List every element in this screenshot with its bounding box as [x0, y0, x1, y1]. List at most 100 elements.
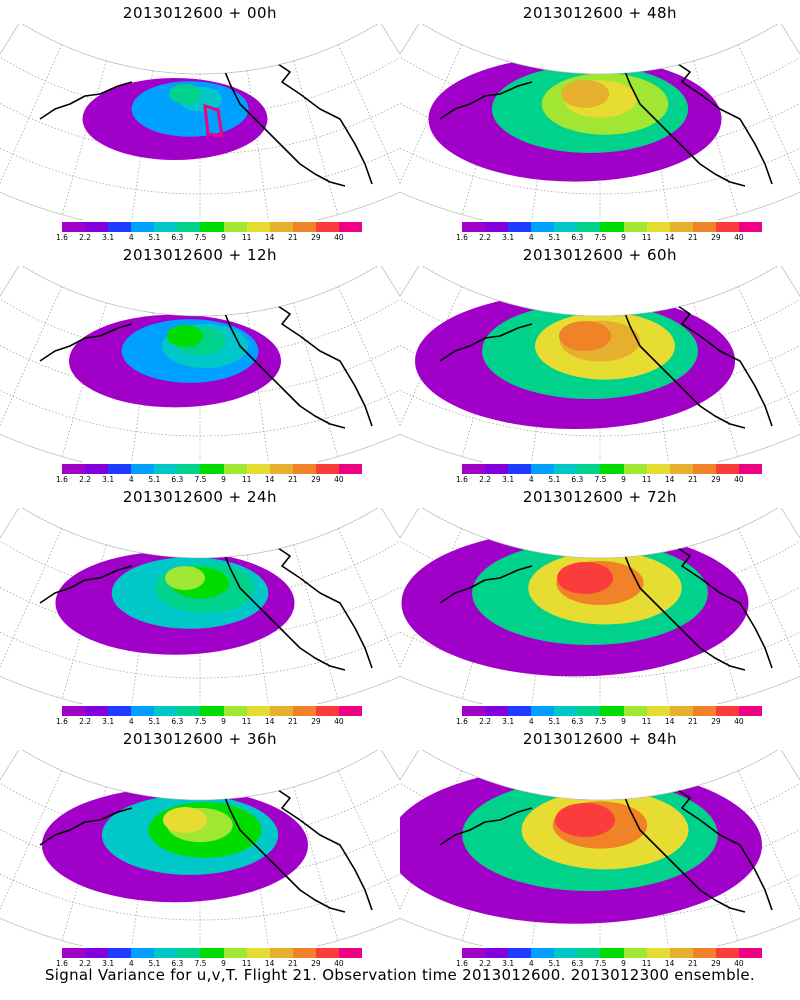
colorbar-tick-label: 2.2 — [79, 475, 92, 484]
colorbar-swatch — [600, 222, 624, 232]
panel-title: 2013012600 + 48h — [522, 4, 678, 22]
colorbar-labels: 1.6 2.2 3.1 4 5.1 6.3 7.5 9 11 14 21 29 40 — [56, 717, 362, 727]
colorbar-swatch — [623, 706, 647, 716]
colorbar-swatch — [715, 706, 739, 716]
colorbar-tick-label: 6.3 — [571, 717, 584, 726]
colorbar-labels: 1.6 2.2 3.1 4 5.1 6.3 7.5 9 11 14 21 29 40 — [56, 959, 362, 969]
colorbar-tick-label: 3.1 — [102, 959, 115, 968]
colorbar-swatch — [508, 948, 532, 958]
colorbar-tick-label: 2.2 — [479, 233, 492, 242]
colorbar-tick-label: 4 — [128, 475, 134, 484]
colorbar-tick-label: 6.3 — [171, 959, 184, 968]
colorbar-tick-label: 1.6 — [456, 233, 468, 242]
colorbar-swatch — [131, 948, 155, 958]
forecast-panel: 2013012600 + 72h 1.6 2.2 3.1 4 5.1 6.3 7.5 9 11 14… — [400, 484, 800, 726]
colorbar-tick-label: 6.3 — [571, 959, 584, 968]
colorbar-tick-label: 14 — [664, 233, 675, 242]
colorbar-swatch — [738, 222, 763, 232]
colorbar-swatch — [131, 464, 155, 474]
variance-map — [0, 266, 400, 462]
colorbar-swatch — [531, 464, 555, 474]
variance-map — [0, 750, 400, 946]
colorbar-swatch — [692, 706, 716, 716]
panel-title: 2013012600 + 60h — [522, 246, 678, 264]
colorbar-tick-label: 29 — [711, 475, 721, 484]
colorbar-tick-label: 11 — [641, 959, 652, 968]
colorbar-swatch — [315, 464, 339, 474]
colorbar-swatch — [715, 948, 739, 958]
colorbar-tick-label: 21 — [687, 959, 698, 968]
colorbar-swatch — [62, 948, 86, 958]
colorbar-tick-label: 6.3 — [571, 233, 584, 242]
colorbar-swatch — [554, 706, 578, 716]
colorbar-swatch — [62, 464, 86, 474]
colorbar-swatch — [646, 464, 670, 474]
colorbar-swatch — [646, 706, 670, 716]
colorbar-swatch — [269, 464, 293, 474]
colorbar-tick-label: 5.1 — [548, 475, 561, 484]
colorbar-swatch — [131, 706, 155, 716]
colorbar-tick-label: 3.1 — [102, 233, 115, 242]
forecast-panel: 2013012600 + 48h 1.6 2.2 3.1 4 5.1 6.3 7.5 9 11 14… — [400, 0, 800, 242]
colorbar-swatch — [462, 222, 486, 232]
colorbar-tick-label: 9 — [221, 959, 226, 968]
colorbar-swatch — [85, 222, 109, 232]
colorbar-tick-label: 29 — [311, 233, 321, 242]
colorbar-tick-label: 9 — [621, 475, 626, 484]
colorbar-swatch — [692, 464, 716, 474]
colorbar-tick-label: 11 — [241, 959, 252, 968]
colorbar-swatch — [62, 706, 86, 716]
colorbar-tick-label: 1.6 — [56, 233, 68, 242]
colorbar-tick-label: 3.1 — [502, 233, 515, 242]
colorbar-tick-label: 1.6 — [56, 475, 68, 484]
colorbar-swatch — [154, 948, 178, 958]
panel-title: 2013012600 + 24h — [122, 488, 278, 506]
panel-title: 2013012600 + 12h — [122, 246, 278, 264]
colorbar-tick-label: 21 — [687, 475, 698, 484]
colorbar-tick-label: 29 — [311, 717, 321, 726]
colorbar-swatch — [508, 464, 532, 474]
colorbar-swatch — [669, 706, 693, 716]
colorbar — [462, 464, 763, 474]
colorbar-tick-label: 14 — [664, 959, 675, 968]
colorbar-swatch — [554, 948, 578, 958]
variance-field — [55, 551, 295, 655]
colorbar-labels: 1.6 2.2 3.1 4 5.1 6.3 7.5 9 11 14 21 29 40 — [56, 475, 362, 485]
variance-map — [400, 508, 800, 704]
colorbar-swatch — [246, 948, 270, 958]
colorbar-swatch — [554, 464, 578, 474]
colorbar-tick-label: 21 — [287, 959, 298, 968]
colorbar-tick-label: 5.1 — [548, 717, 561, 726]
variance-field — [401, 529, 749, 677]
colorbar-swatch — [315, 948, 339, 958]
colorbar-tick-label: 1.6 — [56, 717, 68, 726]
colorbar-swatch — [154, 222, 178, 232]
panel-title: 2013012600 + 00h — [122, 4, 278, 22]
colorbar-tick-label: 4 — [528, 717, 534, 726]
colorbar-tick-label: 4 — [128, 233, 134, 242]
colorbar-tick-label: 2.2 — [479, 717, 492, 726]
colorbar-swatch — [508, 222, 532, 232]
colorbar-tick-label: 5.1 — [548, 233, 561, 242]
colorbar-swatch — [600, 706, 624, 716]
colorbar-tick-label: 21 — [287, 233, 298, 242]
colorbar-tick-label: 11 — [641, 475, 652, 484]
colorbar-swatch — [85, 464, 109, 474]
colorbar-swatch — [108, 222, 132, 232]
colorbar-tick-label: 1.6 — [456, 717, 468, 726]
colorbar-tick-label: 11 — [241, 475, 252, 484]
colorbar-tick-label: 40 — [734, 475, 744, 484]
colorbar-swatch — [85, 948, 109, 958]
variance-field — [42, 787, 308, 903]
colorbar-swatch — [223, 464, 247, 474]
colorbar-swatch — [669, 464, 693, 474]
colorbar-swatch — [292, 948, 316, 958]
colorbar-tick-label: 7.5 — [594, 717, 607, 726]
colorbar-swatch — [485, 706, 509, 716]
colorbar-tick-label: 3.1 — [502, 959, 515, 968]
colorbar-swatch — [577, 706, 601, 716]
forecast-panel: 2013012600 + 00h 1.6 2.2 3.1 4 5.1 6.3 7.5 9 11 14… — [0, 0, 400, 242]
colorbar-tick-label: 2.2 — [79, 959, 92, 968]
colorbar-swatch — [338, 706, 363, 716]
colorbar-tick-label: 40 — [734, 717, 744, 726]
